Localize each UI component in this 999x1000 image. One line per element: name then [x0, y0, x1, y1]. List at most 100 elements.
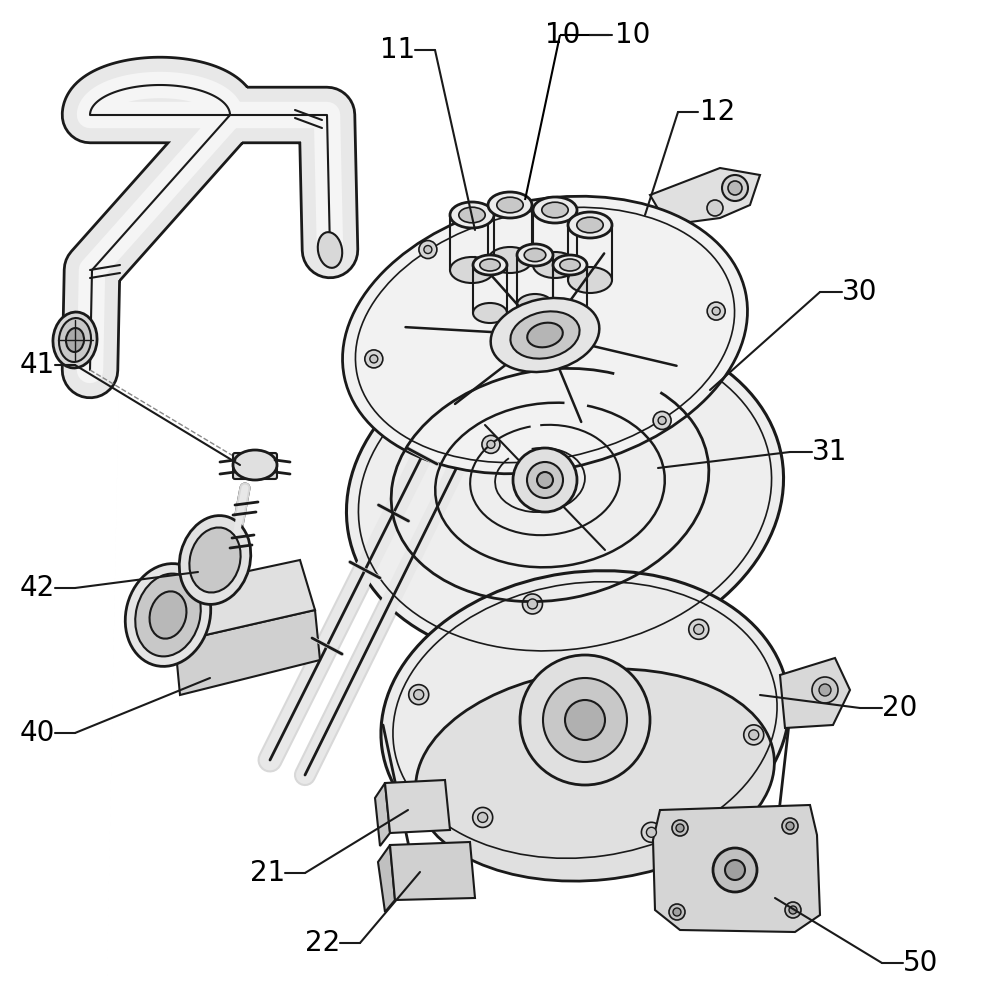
Text: 10: 10	[544, 21, 580, 49]
Ellipse shape	[517, 244, 553, 266]
Circle shape	[672, 820, 688, 836]
Text: 11: 11	[380, 36, 415, 64]
Circle shape	[707, 302, 725, 320]
Circle shape	[713, 848, 757, 892]
Ellipse shape	[450, 202, 494, 228]
Ellipse shape	[488, 247, 532, 273]
Ellipse shape	[533, 197, 577, 223]
Ellipse shape	[318, 232, 343, 268]
Ellipse shape	[510, 311, 579, 359]
Ellipse shape	[568, 267, 612, 293]
Text: 50: 50	[903, 949, 938, 977]
FancyBboxPatch shape	[233, 453, 277, 479]
Polygon shape	[175, 610, 320, 695]
Text: 10: 10	[615, 21, 650, 49]
Ellipse shape	[524, 248, 545, 262]
Polygon shape	[653, 805, 820, 932]
Ellipse shape	[59, 318, 91, 362]
Ellipse shape	[473, 303, 507, 323]
Circle shape	[409, 685, 429, 705]
Ellipse shape	[233, 450, 277, 480]
Circle shape	[722, 175, 748, 201]
Polygon shape	[390, 842, 475, 900]
Ellipse shape	[480, 259, 500, 271]
Circle shape	[786, 822, 794, 830]
Polygon shape	[160, 560, 315, 642]
Circle shape	[543, 678, 627, 762]
Circle shape	[728, 181, 742, 195]
Ellipse shape	[527, 323, 562, 347]
Text: 20: 20	[882, 694, 917, 722]
Circle shape	[414, 690, 424, 700]
Circle shape	[725, 860, 745, 880]
Ellipse shape	[533, 252, 577, 278]
Text: 21: 21	[250, 859, 285, 887]
Ellipse shape	[343, 196, 747, 474]
Ellipse shape	[541, 202, 568, 218]
Circle shape	[527, 462, 563, 498]
Circle shape	[712, 307, 720, 315]
Ellipse shape	[381, 571, 789, 869]
Polygon shape	[385, 780, 450, 833]
Text: 40: 40	[20, 719, 55, 747]
Circle shape	[707, 200, 723, 216]
Ellipse shape	[517, 294, 553, 316]
Circle shape	[676, 824, 684, 832]
Ellipse shape	[459, 207, 486, 223]
Ellipse shape	[568, 212, 612, 238]
Ellipse shape	[497, 197, 523, 213]
Ellipse shape	[416, 669, 774, 881]
Circle shape	[748, 730, 758, 740]
Ellipse shape	[150, 591, 187, 639]
Circle shape	[789, 906, 797, 914]
Circle shape	[743, 725, 763, 745]
Circle shape	[473, 807, 493, 827]
Ellipse shape	[179, 516, 251, 604]
Ellipse shape	[53, 312, 97, 368]
Circle shape	[595, 222, 603, 230]
Circle shape	[785, 902, 801, 918]
Circle shape	[478, 812, 488, 822]
Text: 42: 42	[20, 574, 55, 602]
Ellipse shape	[491, 298, 599, 372]
Ellipse shape	[559, 259, 580, 271]
Ellipse shape	[125, 564, 211, 666]
Circle shape	[487, 440, 495, 448]
Circle shape	[693, 624, 703, 634]
Circle shape	[646, 827, 656, 837]
Ellipse shape	[576, 217, 603, 233]
Circle shape	[520, 655, 650, 785]
Ellipse shape	[135, 574, 201, 656]
Polygon shape	[650, 168, 760, 222]
Text: 31: 31	[812, 438, 847, 466]
Circle shape	[812, 677, 838, 703]
Polygon shape	[375, 783, 390, 846]
Circle shape	[419, 241, 437, 259]
Circle shape	[513, 448, 577, 512]
Circle shape	[482, 435, 500, 453]
Text: 41: 41	[20, 351, 55, 379]
Circle shape	[365, 350, 383, 368]
Circle shape	[819, 684, 831, 696]
Circle shape	[653, 411, 671, 429]
Text: 30: 30	[842, 278, 877, 306]
Ellipse shape	[488, 192, 532, 218]
Circle shape	[669, 904, 685, 920]
Circle shape	[658, 416, 666, 424]
Polygon shape	[378, 845, 395, 912]
Circle shape	[527, 599, 537, 609]
Circle shape	[688, 619, 708, 639]
Polygon shape	[780, 658, 850, 728]
Text: 22: 22	[305, 929, 340, 957]
Circle shape	[590, 217, 608, 235]
Ellipse shape	[553, 303, 587, 323]
Circle shape	[522, 594, 542, 614]
Circle shape	[565, 700, 605, 740]
Text: 12: 12	[700, 98, 735, 126]
Circle shape	[782, 818, 798, 834]
Circle shape	[537, 472, 553, 488]
Circle shape	[673, 908, 681, 916]
Ellipse shape	[473, 255, 507, 275]
Circle shape	[370, 355, 378, 363]
Ellipse shape	[66, 328, 84, 352]
